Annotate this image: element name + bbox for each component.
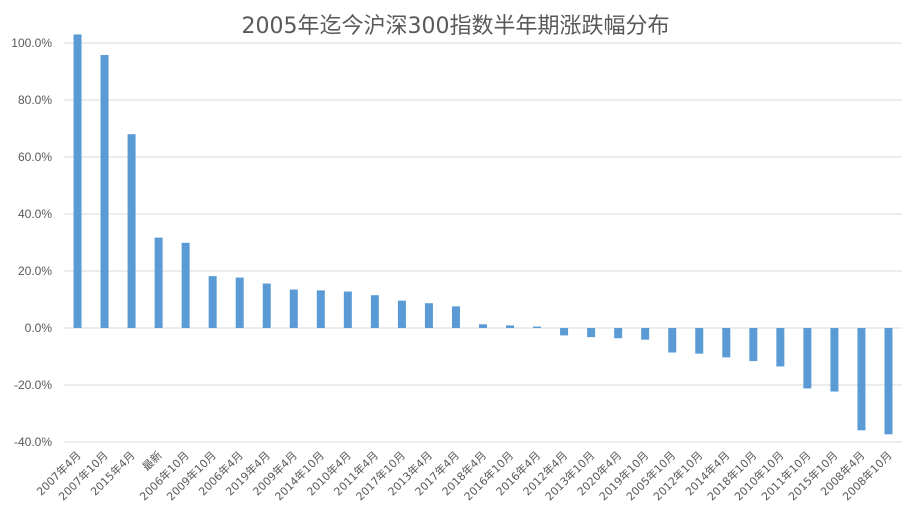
bar	[722, 328, 731, 358]
bar	[262, 283, 271, 328]
y-tick-label: 20.0%	[18, 264, 52, 278]
y-axis: -40.0% -20.0% 0.0% 20.0% 40.0% 60.0% 80.0% 100.…	[11, 36, 52, 449]
bar	[830, 328, 839, 392]
bar	[695, 328, 704, 354]
bar	[100, 54, 109, 328]
bar	[749, 328, 758, 362]
y-tick-label: 80.0%	[18, 93, 52, 107]
y-tick-label: 40.0%	[18, 207, 52, 221]
y-tick-label: 100.0%	[11, 36, 52, 50]
gridlines	[64, 42, 902, 443]
bar	[397, 300, 406, 328]
bars	[73, 34, 893, 435]
chart-title: 2005年迄今沪深300指数半年期涨跌幅分布	[241, 14, 670, 39]
bar	[73, 34, 82, 328]
bar	[154, 237, 163, 328]
bar	[776, 328, 785, 367]
bar	[208, 276, 217, 328]
bar	[614, 328, 623, 339]
bar	[181, 242, 190, 328]
bar	[451, 306, 460, 328]
bar	[533, 326, 542, 328]
y-tick-label: -40.0%	[14, 435, 52, 449]
bar	[127, 134, 136, 328]
bar	[587, 328, 596, 338]
bar	[289, 289, 298, 328]
y-tick-label: -20.0%	[14, 378, 52, 392]
bar	[560, 328, 569, 336]
bar	[668, 328, 677, 353]
bar	[424, 303, 433, 328]
y-tick-label: 0.0%	[25, 321, 53, 335]
bar	[370, 295, 379, 328]
bar	[506, 325, 515, 328]
bar	[641, 328, 650, 340]
bar	[479, 324, 487, 328]
bar	[803, 328, 812, 389]
bar	[857, 328, 866, 431]
bar	[235, 277, 244, 328]
bar	[343, 291, 352, 328]
bar	[316, 290, 325, 328]
y-tick-label: 60.0%	[18, 150, 52, 164]
bar	[884, 328, 893, 435]
